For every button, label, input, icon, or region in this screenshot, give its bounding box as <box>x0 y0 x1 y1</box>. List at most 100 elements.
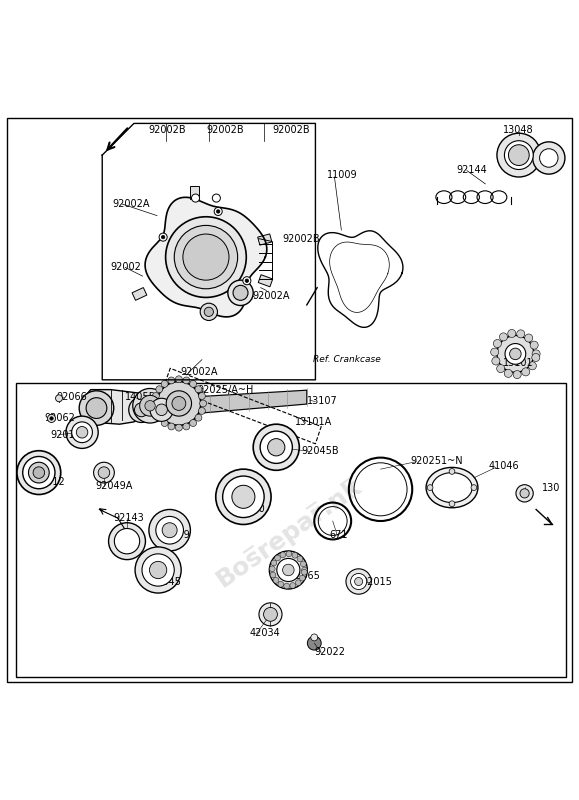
Circle shape <box>278 582 284 587</box>
Circle shape <box>145 401 155 411</box>
Circle shape <box>354 578 362 586</box>
Circle shape <box>23 457 55 489</box>
Circle shape <box>497 365 505 373</box>
Circle shape <box>174 226 237 289</box>
Circle shape <box>94 462 114 483</box>
Polygon shape <box>145 198 267 317</box>
Circle shape <box>243 277 251 285</box>
Text: 92002A: 92002A <box>180 367 218 378</box>
Text: Bos̅repar̅.nk̅: Bos̅repar̅.nk̅ <box>212 474 367 592</box>
Circle shape <box>190 381 196 387</box>
Circle shape <box>33 467 45 478</box>
Circle shape <box>530 341 538 349</box>
Text: 92144: 92144 <box>457 165 488 174</box>
Text: 92045: 92045 <box>150 577 181 586</box>
Circle shape <box>311 634 318 641</box>
Circle shape <box>129 397 154 422</box>
Text: 92002B: 92002B <box>272 126 310 135</box>
Text: 92015: 92015 <box>361 577 393 586</box>
Text: 92049: 92049 <box>160 530 190 541</box>
Circle shape <box>267 438 285 456</box>
Circle shape <box>269 566 275 572</box>
Text: 92066: 92066 <box>56 392 87 402</box>
Circle shape <box>449 469 455 474</box>
Circle shape <box>204 307 214 317</box>
Text: 92002B: 92002B <box>206 126 244 135</box>
Circle shape <box>297 556 303 562</box>
Circle shape <box>233 286 248 300</box>
Circle shape <box>161 381 168 387</box>
Circle shape <box>166 390 192 416</box>
Circle shape <box>156 516 184 544</box>
Circle shape <box>72 422 93 442</box>
Text: 14020: 14020 <box>234 505 266 514</box>
Circle shape <box>212 194 221 202</box>
Circle shape <box>346 569 371 594</box>
Circle shape <box>295 580 301 586</box>
Circle shape <box>508 145 529 166</box>
Circle shape <box>500 333 508 341</box>
Circle shape <box>290 582 296 588</box>
Circle shape <box>253 424 299 470</box>
Circle shape <box>135 547 181 593</box>
Circle shape <box>79 390 113 426</box>
Circle shape <box>302 567 307 573</box>
Text: 92143: 92143 <box>113 513 145 523</box>
Circle shape <box>273 578 279 583</box>
Text: 92022: 92022 <box>314 647 345 658</box>
Text: 13107: 13107 <box>307 396 338 406</box>
Circle shape <box>134 403 148 417</box>
Circle shape <box>157 382 201 426</box>
Circle shape <box>274 555 280 561</box>
Circle shape <box>175 424 182 431</box>
Text: 11009: 11009 <box>327 170 358 180</box>
Circle shape <box>152 407 159 414</box>
Circle shape <box>152 393 159 399</box>
Circle shape <box>286 551 292 557</box>
Text: 92015A: 92015A <box>50 430 88 439</box>
Circle shape <box>133 389 167 423</box>
Circle shape <box>529 362 536 370</box>
Circle shape <box>183 377 190 384</box>
Circle shape <box>228 280 253 306</box>
Circle shape <box>98 467 109 478</box>
Ellipse shape <box>432 473 472 502</box>
Circle shape <box>263 607 277 622</box>
Circle shape <box>516 330 525 338</box>
Text: 13048: 13048 <box>503 126 533 135</box>
Text: 92002A: 92002A <box>112 199 150 209</box>
Circle shape <box>493 339 501 347</box>
Circle shape <box>156 386 163 393</box>
Circle shape <box>292 552 298 558</box>
Circle shape <box>283 564 294 576</box>
Text: 92025/A~H: 92025/A~H <box>197 385 254 394</box>
Circle shape <box>66 416 98 449</box>
Circle shape <box>427 485 433 490</box>
Circle shape <box>520 489 529 498</box>
Circle shape <box>195 414 202 421</box>
Bar <box>190 186 199 199</box>
Circle shape <box>162 522 177 538</box>
Circle shape <box>532 354 540 362</box>
Circle shape <box>183 423 190 430</box>
Text: 130: 130 <box>542 482 560 493</box>
Circle shape <box>540 149 558 167</box>
Circle shape <box>260 431 292 463</box>
Circle shape <box>168 377 175 384</box>
Circle shape <box>161 419 168 426</box>
Circle shape <box>490 348 499 356</box>
Circle shape <box>522 368 530 376</box>
Text: 13101A: 13101A <box>295 417 332 427</box>
Circle shape <box>449 501 455 506</box>
Ellipse shape <box>426 467 478 508</box>
Polygon shape <box>171 390 307 415</box>
Circle shape <box>277 558 300 582</box>
Text: 92065: 92065 <box>290 570 320 581</box>
Circle shape <box>199 393 206 399</box>
Circle shape <box>195 386 202 393</box>
Text: Ref. Crankcase: Ref. Crankcase <box>313 355 380 364</box>
Text: 92002: 92002 <box>111 262 142 273</box>
Circle shape <box>217 210 220 213</box>
Text: 92002B: 92002B <box>148 126 186 135</box>
Circle shape <box>159 233 167 241</box>
